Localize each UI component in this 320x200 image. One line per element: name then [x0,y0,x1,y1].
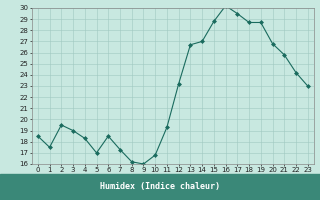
Text: Humidex (Indice chaleur): Humidex (Indice chaleur) [100,182,220,192]
